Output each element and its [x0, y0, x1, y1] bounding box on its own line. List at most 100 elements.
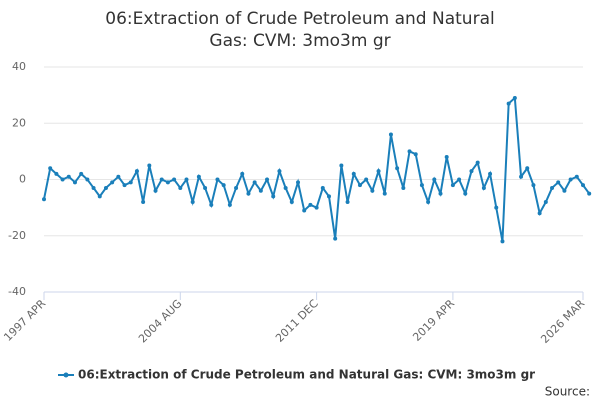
- point: [103, 185, 108, 190]
- point: [85, 177, 90, 182]
- point: [419, 183, 424, 188]
- x-tick-label: 1997 APR: [1, 297, 48, 344]
- point: [258, 188, 263, 193]
- point: [246, 191, 251, 196]
- point: [308, 202, 313, 207]
- point: [550, 185, 555, 190]
- point: [388, 132, 393, 137]
- point: [395, 166, 400, 171]
- point: [172, 177, 177, 182]
- point: [72, 180, 77, 185]
- point: [320, 185, 325, 190]
- point: [450, 183, 455, 188]
- point: [333, 236, 338, 241]
- point: [407, 149, 412, 154]
- point: [531, 183, 536, 188]
- point: [581, 183, 585, 188]
- point: [432, 177, 437, 182]
- point: [110, 180, 115, 185]
- point: [351, 171, 356, 176]
- point: [357, 183, 362, 188]
- point: [165, 180, 170, 185]
- point: [271, 194, 276, 199]
- point: [190, 200, 195, 204]
- point: [234, 185, 239, 190]
- point: [469, 169, 474, 174]
- y-tick-label: -40: [8, 285, 26, 298]
- point: [221, 183, 226, 188]
- point: [265, 177, 270, 182]
- point: [215, 177, 220, 182]
- point: [54, 171, 59, 176]
- point: [91, 185, 96, 190]
- point: [562, 188, 567, 193]
- x-tick-label: 2026 MAR: [538, 297, 587, 346]
- point: [122, 183, 127, 188]
- point: [382, 191, 387, 196]
- point: [556, 180, 561, 185]
- point: [543, 200, 548, 204]
- point: [283, 185, 288, 190]
- point: [475, 160, 480, 165]
- point: [345, 200, 350, 204]
- point: [79, 171, 84, 176]
- point: [314, 205, 319, 210]
- point: [153, 188, 158, 193]
- point: [376, 169, 381, 174]
- point: [302, 208, 307, 213]
- point: [134, 169, 139, 174]
- point: [203, 185, 208, 190]
- point: [116, 174, 121, 179]
- point: [568, 177, 573, 182]
- point: [227, 202, 232, 207]
- point: [178, 185, 183, 190]
- point: [48, 166, 53, 171]
- series-line: [43, 95, 591, 242]
- point: [252, 180, 257, 185]
- legend-marker: [63, 372, 69, 378]
- point: [209, 202, 214, 207]
- point: [413, 152, 418, 157]
- legend-label: 06:Extraction of Crude Petroleum and Nat…: [78, 368, 535, 382]
- point: [463, 191, 468, 196]
- y-tick-label: -20: [8, 229, 26, 242]
- point: [159, 177, 164, 182]
- x-tick-label: 2004 AUG: [136, 297, 185, 346]
- point: [326, 194, 331, 199]
- point: [289, 200, 294, 204]
- point: [128, 180, 133, 185]
- point: [481, 185, 486, 190]
- point: [147, 163, 152, 168]
- point: [444, 155, 449, 159]
- point: [184, 177, 189, 182]
- point: [401, 185, 406, 190]
- point: [196, 174, 201, 179]
- point: [60, 177, 65, 182]
- point: [500, 239, 505, 244]
- point: [66, 174, 71, 179]
- point: [370, 188, 375, 193]
- chart-title: 06:Extraction of Crude Petroleum and Nat…: [105, 9, 495, 51]
- point: [141, 200, 146, 204]
- point: [494, 205, 499, 210]
- point: [537, 211, 542, 216]
- point: [277, 169, 282, 174]
- point: [426, 200, 431, 204]
- x-tick-label: 2011 DEC: [273, 297, 321, 345]
- point: [519, 174, 524, 179]
- y-tick-label: 0: [19, 173, 26, 186]
- point: [512, 95, 517, 100]
- point: [488, 171, 493, 176]
- point: [240, 171, 245, 176]
- x-tick-label: 2019 APR: [410, 297, 457, 344]
- point: [506, 101, 511, 106]
- point: [339, 163, 344, 168]
- point: [438, 191, 443, 196]
- point: [364, 177, 369, 182]
- point: [574, 174, 579, 179]
- point: [525, 166, 530, 171]
- source: Source:: [545, 385, 590, 399]
- point: [587, 191, 592, 196]
